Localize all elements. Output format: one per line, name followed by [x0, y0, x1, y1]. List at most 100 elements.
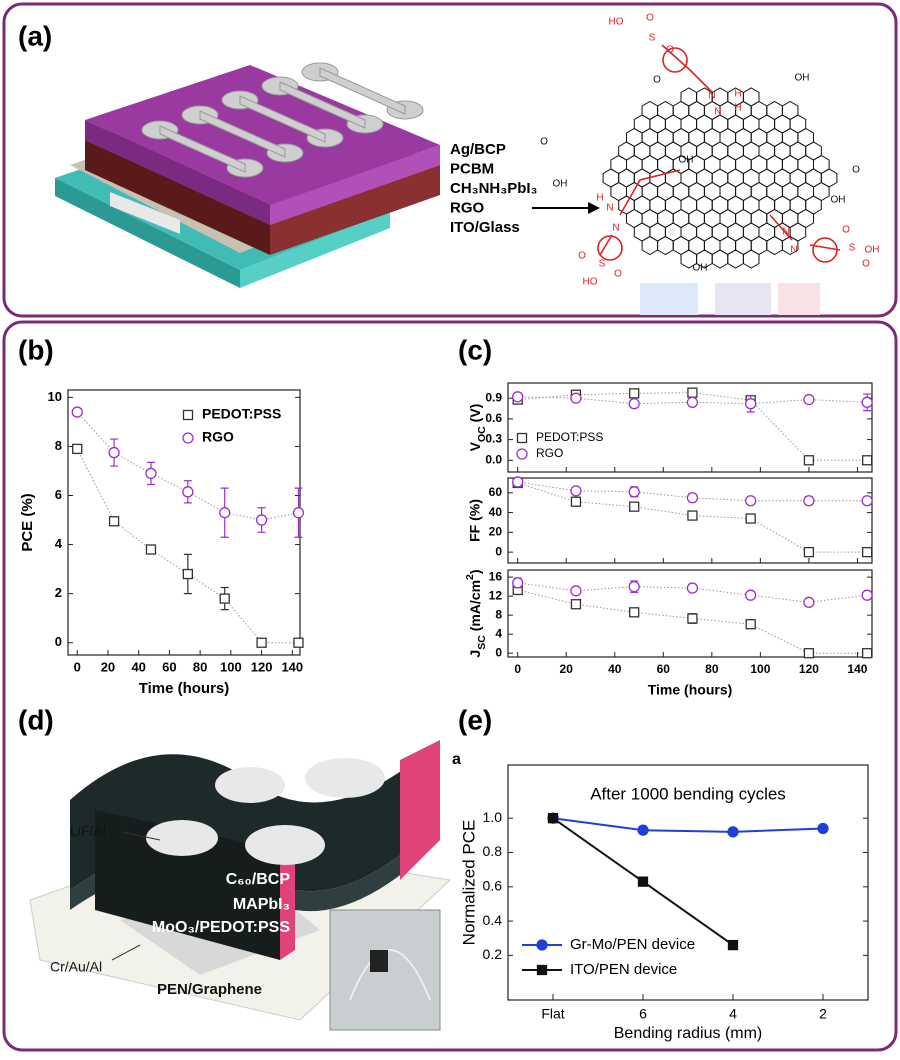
y-axis-label-part: J [467, 650, 483, 658]
y-tick-label: 0 [495, 544, 502, 558]
y-axis-label: PCE (%) [19, 493, 36, 551]
panel-label: (c) [458, 334, 492, 365]
atom-label: O [842, 225, 850, 236]
marker [637, 876, 649, 887]
atom-label: O [653, 75, 661, 86]
marker [803, 393, 815, 406]
ring [781, 235, 799, 256]
x-axis-label: Time (hours) [139, 680, 230, 697]
ring [727, 249, 744, 269]
legend-label: PEDOT:PSS [536, 430, 603, 444]
marker [803, 596, 815, 608]
y-tick-label: 60 [489, 485, 503, 499]
atom-label: OH [679, 155, 694, 166]
atom-label: OH [865, 245, 880, 256]
y-axis-label-part: OC [476, 426, 488, 442]
marker [256, 637, 267, 648]
atom-label: O [852, 165, 860, 176]
atom-label: N [606, 203, 613, 214]
marker [861, 455, 873, 466]
ring [657, 235, 674, 256]
y-axis-label: Normalized PCE [459, 820, 478, 946]
marker [628, 398, 640, 410]
marker [108, 516, 120, 527]
y-tick-label: 4 [55, 536, 63, 551]
arrow [532, 202, 600, 214]
atom-label: O [578, 251, 586, 262]
x-tick-label: 100 [750, 662, 770, 676]
panel-label: (a) [18, 20, 52, 51]
x-tick-label: 80 [193, 659, 207, 674]
layer-label: ITO/Glass [450, 219, 520, 236]
x-tick-label: 40 [608, 662, 622, 676]
marker [861, 546, 873, 558]
layer-label: PCBM [450, 160, 494, 177]
y-tick-label: 0.3 [485, 432, 502, 446]
marker [803, 546, 815, 558]
x-tick-label: 2 [819, 1006, 827, 1022]
marker [145, 544, 157, 555]
x-tick-label: 20 [101, 659, 115, 674]
color-swatch [778, 283, 820, 315]
device-illustration-a [55, 62, 440, 288]
layer-label: RGO [450, 199, 485, 216]
panel-a-frame [2, 2, 898, 318]
marker [803, 455, 815, 466]
marker [182, 568, 193, 580]
ring [711, 249, 729, 269]
atom-label: H [734, 103, 741, 114]
legend-marker [182, 409, 194, 421]
device-label: MAPbI₃ [233, 896, 290, 913]
marker [861, 396, 873, 408]
x-tick-label: 80 [705, 662, 719, 676]
y-tick-label: 0.0 [485, 452, 502, 466]
marker [629, 388, 640, 399]
marker [255, 514, 268, 526]
x-tick-label: 0 [514, 662, 521, 676]
y-tick-label: 0.6 [483, 877, 503, 893]
panel-label: (d) [18, 704, 54, 735]
plot-frame [507, 477, 873, 564]
x-tick-label: 120 [799, 662, 819, 676]
y-axis-label-part: SC [476, 635, 488, 650]
legend-label: ITO/PEN device [570, 961, 677, 978]
y-tick-label: 1.0 [483, 809, 503, 825]
legend-marker [536, 939, 548, 951]
x-tick-label: 120 [251, 659, 273, 674]
y-axis-label-part: ) [467, 569, 483, 574]
marker [108, 446, 120, 459]
device-label: PEN/Graphene [157, 981, 262, 998]
marker [745, 513, 756, 524]
marker [219, 593, 230, 604]
marker [727, 826, 739, 838]
marker [687, 613, 698, 624]
marker [293, 637, 304, 648]
atom-label: S [849, 243, 856, 254]
atom-label: H [734, 89, 741, 100]
x-tick-label: 60 [162, 659, 176, 674]
y-tick-label: 0.6 [485, 411, 502, 425]
marker [570, 585, 582, 597]
x-tick-label: 60 [657, 662, 671, 676]
marker [745, 398, 757, 410]
y-tick-label: 0 [495, 645, 502, 659]
y-tick-label: 0.4 [483, 912, 503, 928]
x-tick-label: 6 [639, 1006, 647, 1022]
legend-label: Gr-Mo/PEN device [570, 936, 695, 953]
marker [686, 492, 699, 504]
atom-label: O [646, 13, 654, 24]
atom-label: S [599, 259, 606, 270]
ring [742, 249, 760, 269]
x-tick-label: 0 [74, 659, 81, 674]
atom-label: HO [609, 17, 624, 28]
series-line [552, 817, 824, 833]
plot-frame [67, 389, 301, 656]
marker [686, 582, 699, 594]
y-tick-label: 16 [489, 569, 503, 583]
y-axis-label-part: (V) [467, 404, 483, 427]
atom-label: OH [693, 263, 708, 274]
marker [637, 824, 649, 836]
y-tick-label: 20 [489, 525, 503, 539]
atom-label: S [649, 33, 656, 44]
